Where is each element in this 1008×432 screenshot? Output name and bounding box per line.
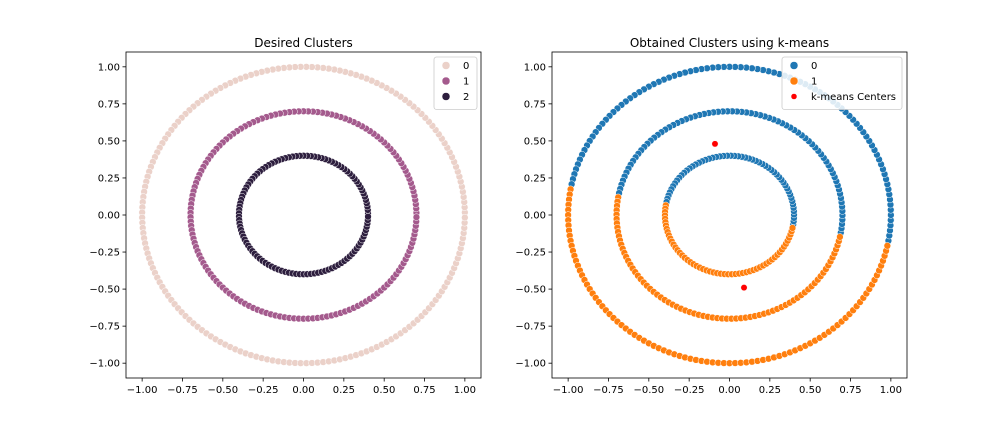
- right-chart-legend-marker: [790, 93, 798, 100]
- left-chart-legend-box: [433, 56, 478, 110]
- left-chart: Desired Clusters −1.00 −0.75 −0.50 −0.25 0.0…: [89, 36, 482, 396]
- left-chart-ticks: −1.00 −0.75 −0.50 −0.25 0.00 0.25 0.50 0.75 1.00…: [89, 62, 476, 396]
- right-chart-ytick-label: 0.50: [524, 136, 546, 147]
- left-chart-legend-label: 1: [463, 77, 469, 88]
- right-chart-ytick-label: −1.00: [515, 359, 546, 370]
- left-chart-xtick-label: −0.50: [207, 385, 238, 396]
- left-chart-legend: 0 1 2: [433, 56, 478, 110]
- right-chart-series-1-point: [788, 224, 797, 232]
- left-chart-series-2-point: [364, 213, 372, 221]
- left-chart-legend-label: 0: [463, 61, 469, 72]
- left-chart-xtick-label: −0.25: [248, 385, 279, 396]
- right-chart-xtick-label: 0.00: [718, 385, 740, 396]
- left-chart-series-1-point: [412, 213, 421, 221]
- left-chart-ytick-label: 1.00: [98, 62, 120, 73]
- left-chart-ytick-label: 0.00: [98, 211, 120, 222]
- left-chart-xtick-label: 0.50: [373, 385, 395, 396]
- left-chart-xtick-label: −1.00: [127, 385, 158, 396]
- right-chart-legend: 0 1 k-means Centers: [781, 56, 903, 110]
- left-chart-ytick-label: −0.25: [89, 248, 120, 259]
- right-chart-series-1-point: [836, 233, 844, 241]
- right-chart-series-1-point: [883, 242, 891, 250]
- right-chart-xtick-label: −0.75: [593, 385, 624, 396]
- right-chart-xtick-label: −0.50: [633, 385, 664, 396]
- left-chart-legend-marker: [441, 92, 451, 101]
- right-chart-ytick-label: 0.00: [524, 211, 546, 222]
- left-chart-ytick-label: 0.50: [98, 136, 120, 147]
- left-chart-marks: [138, 63, 469, 367]
- right-chart-kmeans-center-point: [711, 140, 719, 148]
- left-chart-legend-marker: [441, 61, 451, 70]
- left-chart-ytick-label: −0.75: [89, 322, 120, 333]
- right-chart-ytick-label: −0.50: [515, 285, 546, 296]
- left-chart-series-0-point: [461, 213, 469, 222]
- left-chart-legend-label: 2: [463, 92, 469, 103]
- right-chart-legend-box: [781, 56, 903, 110]
- right-chart-legend-label: 1: [811, 77, 817, 88]
- right-chart-legend-label: 0: [811, 61, 817, 72]
- right-chart-ytick-label: 1.00: [524, 62, 546, 73]
- left-chart-xtick-label: 0.25: [333, 385, 355, 396]
- right-chart-xtick-label: 0.50: [799, 385, 821, 396]
- left-chart-ytick-label: −1.00: [89, 359, 120, 370]
- right-chart-legend-marker: [789, 61, 799, 70]
- right-chart-kmeans-center-point: [740, 284, 748, 292]
- right-chart: Obtained Clusters using k-means −1.00 −0.…: [515, 36, 908, 396]
- right-chart-ytick-label: −0.25: [515, 248, 546, 259]
- right-chart-legend-marker: [789, 76, 799, 86]
- right-chart-xtick-label: −1.00: [553, 385, 584, 396]
- right-chart-xtick-label: −0.25: [674, 385, 705, 396]
- right-chart-ytick-label: 0.25: [524, 173, 546, 184]
- right-chart-legend-label: k-means Centers: [811, 92, 896, 103]
- left-chart-ytick-label: 0.75: [98, 99, 120, 110]
- right-chart-xtick-label: 1.00: [880, 385, 902, 396]
- left-chart-xtick-label: 0.75: [413, 385, 435, 396]
- right-chart-ytick-label: −0.75: [515, 322, 546, 333]
- left-chart-legend-marker: [441, 76, 451, 86]
- left-chart-title: Desired Clusters: [254, 36, 353, 50]
- right-chart-ytick-label: 0.75: [524, 99, 546, 110]
- right-chart-xtick-label: 0.25: [759, 385, 781, 396]
- left-chart-xtick-label: −0.75: [167, 385, 198, 396]
- left-chart-xtick-label: 0.00: [292, 385, 314, 396]
- left-chart-xtick-label: 1.00: [454, 385, 476, 396]
- right-chart-xtick-label: 0.75: [839, 385, 861, 396]
- right-chart-title: Obtained Clusters using k-means: [630, 36, 829, 50]
- left-chart-ytick-label: −0.50: [89, 285, 120, 296]
- right-chart-ticks: −1.00 −0.75 −0.50 −0.25 0.00 0.25 0.50 0.75 1.00…: [515, 62, 902, 396]
- left-chart-ytick-label: 0.25: [98, 173, 120, 184]
